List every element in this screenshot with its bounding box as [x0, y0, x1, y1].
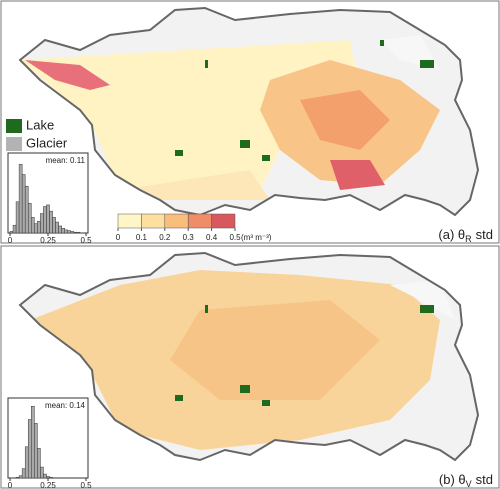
- lakes: [175, 305, 434, 406]
- histogram-bar: [61, 228, 65, 234]
- histogram-bar: [43, 206, 47, 234]
- histogram-bar: [31, 217, 35, 234]
- histogram-bar: [34, 223, 38, 234]
- histogram-bar: [18, 475, 23, 479]
- colorbar-tick-label: 0: [116, 233, 121, 242]
- legend-swatch: [6, 137, 22, 151]
- colorbar-segment: [187, 213, 212, 229]
- panel-label-part: std: [476, 472, 493, 487]
- panel: [0, 0, 500, 244]
- colorbar-tick-label: 0.4: [206, 233, 218, 242]
- histogram-tick-label: 0: [8, 481, 13, 489]
- histogram-bar: [40, 213, 44, 234]
- map-layer: [20, 35, 440, 200]
- panel-label: (a) θR std: [438, 227, 493, 244]
- histogram-bar: [37, 221, 41, 234]
- histogram-mean: mean: 0.11: [46, 156, 86, 165]
- histogram-tick-label: 0.25: [40, 236, 56, 245]
- histogram-bar: [55, 221, 59, 234]
- histogram-bar: [34, 423, 38, 479]
- histogram-bar: [49, 476, 53, 479]
- histogram-bar: [70, 231, 75, 234]
- histogram-bar: [43, 473, 47, 479]
- histogram-bar: [49, 210, 53, 234]
- panel-label: (b) θV std: [439, 472, 493, 489]
- map-layer: [30, 270, 455, 450]
- histogram-bar: [15, 201, 20, 234]
- histogram-bar: [9, 231, 14, 234]
- colorbar-tick-label: 0.5: [229, 233, 241, 242]
- histogram-tick-label: 0.25: [40, 481, 56, 489]
- histogram-bar: [21, 468, 26, 479]
- histogram-bar: [37, 448, 41, 479]
- colorbar-tick-label: 0.3: [183, 233, 195, 242]
- histogram-tick-label: 0.5: [80, 481, 92, 489]
- histogram-bar: [24, 446, 29, 479]
- histogram-bar: [24, 185, 29, 234]
- panel-label-part: (b) θ: [439, 472, 466, 487]
- colorbar-tick-label: 0.2: [159, 233, 171, 242]
- colorbar-segment: [211, 213, 236, 229]
- histogram-bar: [64, 229, 69, 234]
- histogram-bar: [52, 217, 56, 234]
- histogram-bar: [40, 466, 44, 479]
- histogram-bar: [21, 174, 26, 234]
- panel-label-part: V: [466, 479, 472, 489]
- histogram-bar: [15, 476, 20, 479]
- histogram-bar: [31, 405, 35, 479]
- colorbar-unit: (m³ m⁻³): [241, 233, 272, 242]
- lakes: [175, 40, 434, 161]
- colorbar-tick-label: 0.1: [136, 233, 148, 242]
- colorbar-segment: [141, 213, 166, 229]
- histogram-bar: [18, 164, 23, 234]
- panel-label-part: (a) θ: [438, 227, 465, 242]
- legend-label: Glacier: [26, 135, 68, 150]
- histogram-bar: [76, 231, 81, 234]
- histogram-bar: [46, 204, 50, 234]
- colorbar-segment: [164, 213, 189, 229]
- histogram-bar: [46, 476, 50, 479]
- histogram-bar: [67, 230, 72, 234]
- colorbar-segment: [117, 213, 142, 229]
- panel-label-part: std: [476, 227, 493, 242]
- legend-label: Lake: [26, 117, 54, 132]
- histogram-tick-label: 0: [8, 236, 13, 245]
- histogram-bar: [27, 203, 32, 234]
- histogram-frame: [7, 397, 89, 479]
- histogram-mean: mean: 0.14: [45, 401, 86, 410]
- histogram-bar: [58, 225, 62, 234]
- panel-label-part: R: [465, 234, 472, 244]
- legend-swatch: [6, 119, 22, 133]
- histogram-bar: [27, 419, 32, 479]
- histogram-bar: [12, 224, 17, 234]
- histogram-tick-label: 0.5: [80, 236, 92, 245]
- histogram-bar: [73, 231, 78, 234]
